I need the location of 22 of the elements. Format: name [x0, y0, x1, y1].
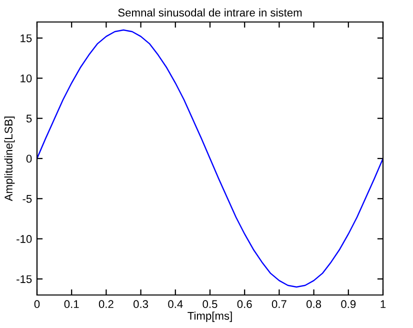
x-tick-label: 1 — [380, 300, 386, 308]
x-tick-label: 0.9 — [341, 300, 356, 308]
x-tick-label: 0.2 — [98, 300, 114, 308]
y-tick-label: -5 — [22, 195, 32, 203]
y-tick-label: -10 — [16, 235, 32, 243]
y-tick-label: -15 — [16, 275, 32, 284]
y-axis-title: Amplitudine[LSB] — [4, 116, 15, 202]
x-tick-label: 0.7 — [272, 300, 286, 308]
y-tick-label: 15 — [20, 34, 32, 42]
x-axis-title: Timp[ms] — [188, 312, 232, 322]
x-tick-label: 0.5 — [202, 300, 218, 308]
y-tick-label: 10 — [20, 74, 32, 82]
y-tick-label: 0 — [26, 154, 32, 163]
x-tick-label: 0.8 — [306, 300, 322, 308]
x-tick-label: 0.6 — [237, 300, 252, 308]
x-tick-label: 0.4 — [168, 300, 183, 308]
x-tick-label: 0 — [34, 300, 40, 308]
chart-title: Semnal sinusodal de intrare in sistem — [118, 8, 302, 17]
x-tick-label: 0.3 — [134, 300, 148, 308]
y-tick-label: 5 — [26, 114, 32, 122]
line-series — [37, 29, 383, 288]
x-tick-label: 0.1 — [64, 300, 79, 308]
